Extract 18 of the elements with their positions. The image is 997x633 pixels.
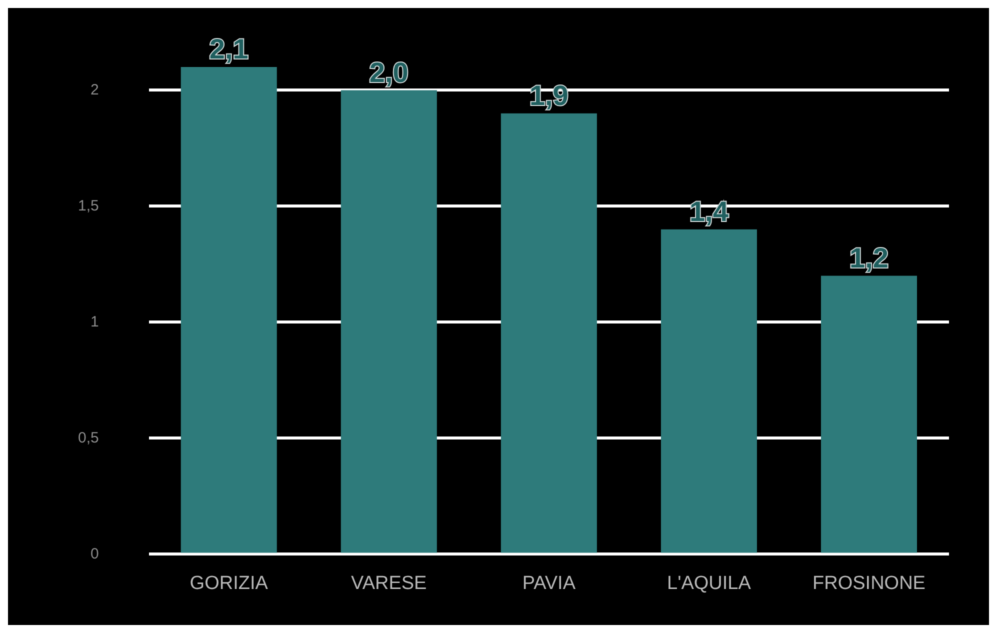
data-label: 2,0	[369, 56, 408, 88]
y-tick-label: 2	[90, 81, 99, 98]
data-label: 2,1	[209, 34, 248, 65]
x-tick-label: L'AQUILA	[667, 572, 752, 594]
y-tick-label: 0,5	[78, 429, 99, 446]
x-tick-label: PAVIA	[522, 572, 576, 594]
bar	[820, 276, 917, 553]
bar	[500, 113, 597, 553]
y-tick-label: 0	[90, 545, 99, 562]
y-tick-label: 1	[90, 313, 99, 330]
x-tick-label: GORIZIA	[190, 572, 268, 594]
y-tick-label: 1,5	[78, 197, 99, 214]
bar	[180, 67, 277, 553]
bar	[340, 90, 437, 553]
x-tick-label: VARESE	[351, 572, 427, 594]
bar	[660, 229, 757, 553]
x-tick-label: FROSINONE	[812, 572, 926, 594]
data-label: 1,2	[850, 242, 888, 274]
